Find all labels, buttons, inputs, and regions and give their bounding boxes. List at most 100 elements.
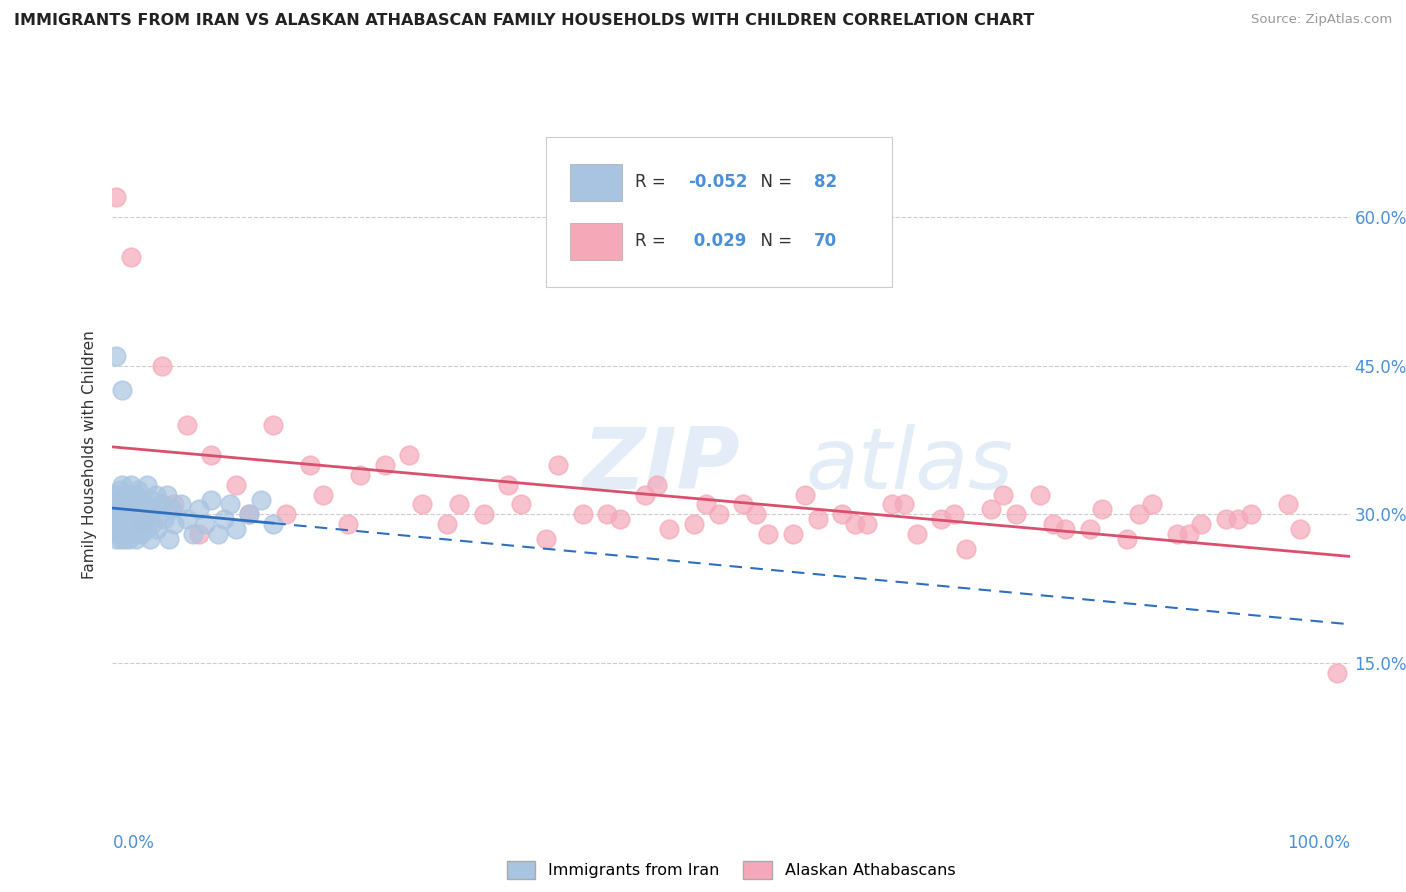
Point bbox=[176, 512, 198, 526]
Point bbox=[114, 487, 136, 501]
Point bbox=[107, 492, 129, 507]
Point bbox=[114, 532, 136, 546]
Point bbox=[645, 477, 668, 491]
Point bbox=[148, 508, 170, 522]
Point bbox=[112, 498, 135, 512]
Point bbox=[111, 477, 134, 491]
Point bbox=[107, 517, 129, 532]
Point bbox=[1178, 527, 1201, 541]
Point bbox=[125, 532, 148, 546]
Point bbox=[856, 517, 879, 532]
Point bbox=[121, 512, 143, 526]
Point bbox=[117, 487, 139, 501]
Point bbox=[128, 517, 150, 532]
Point bbox=[683, 517, 706, 532]
Point bbox=[194, 517, 217, 532]
Point bbox=[108, 483, 131, 497]
Point bbox=[188, 502, 211, 516]
Point bbox=[336, 517, 359, 532]
Text: ZIP: ZIP bbox=[582, 424, 741, 508]
Point bbox=[105, 487, 128, 501]
Point bbox=[114, 512, 136, 526]
Point bbox=[127, 483, 149, 497]
Point bbox=[1116, 532, 1139, 546]
Point bbox=[176, 418, 198, 433]
Point bbox=[125, 512, 148, 526]
Point bbox=[472, 508, 495, 522]
Point bbox=[1128, 508, 1150, 522]
Point bbox=[274, 508, 297, 522]
Text: -0.052: -0.052 bbox=[688, 173, 747, 191]
Point bbox=[782, 527, 804, 541]
Point bbox=[105, 508, 128, 522]
Point bbox=[146, 522, 169, 536]
Point bbox=[131, 502, 153, 516]
Point bbox=[200, 492, 222, 507]
Point bbox=[1140, 498, 1163, 512]
Point bbox=[756, 527, 779, 541]
Point bbox=[103, 512, 125, 526]
Point bbox=[844, 517, 866, 532]
Point bbox=[349, 467, 371, 482]
Point bbox=[118, 498, 141, 512]
Point bbox=[262, 418, 284, 433]
Point bbox=[150, 359, 173, 373]
Point bbox=[120, 508, 142, 522]
Point bbox=[807, 512, 830, 526]
Point bbox=[1189, 517, 1212, 532]
Point bbox=[745, 508, 768, 522]
Point bbox=[534, 532, 557, 546]
Point bbox=[1166, 527, 1188, 541]
Point bbox=[398, 448, 420, 462]
Point bbox=[104, 522, 127, 536]
Point bbox=[124, 517, 146, 532]
Point bbox=[110, 532, 132, 546]
Point bbox=[1289, 522, 1312, 536]
Point bbox=[658, 522, 681, 536]
Point bbox=[117, 508, 139, 522]
Point bbox=[132, 512, 155, 526]
Point bbox=[1054, 522, 1077, 536]
Point bbox=[111, 512, 134, 526]
Point bbox=[880, 498, 903, 512]
Point bbox=[1078, 522, 1101, 536]
Point bbox=[105, 532, 128, 546]
Point bbox=[117, 512, 139, 526]
Point bbox=[117, 532, 139, 546]
FancyBboxPatch shape bbox=[546, 137, 891, 287]
Text: N =: N = bbox=[749, 232, 797, 250]
Point bbox=[107, 498, 129, 512]
Point bbox=[596, 508, 619, 522]
Point bbox=[905, 527, 928, 541]
Point bbox=[181, 527, 204, 541]
Point bbox=[107, 512, 129, 526]
Point bbox=[136, 477, 159, 491]
Point bbox=[695, 498, 717, 512]
Point bbox=[299, 458, 322, 472]
Point bbox=[150, 498, 173, 512]
Point bbox=[955, 542, 977, 557]
Point bbox=[262, 517, 284, 532]
Point bbox=[127, 498, 149, 512]
Point bbox=[893, 498, 915, 512]
Point bbox=[312, 487, 335, 501]
Point bbox=[225, 477, 247, 491]
Point bbox=[609, 512, 631, 526]
Point bbox=[115, 498, 138, 512]
Point bbox=[831, 508, 853, 522]
Point bbox=[993, 487, 1015, 501]
Point bbox=[120, 477, 142, 491]
Point bbox=[110, 492, 132, 507]
Legend: Immigrants from Iran, Alaskan Athabascans: Immigrants from Iran, Alaskan Athabascan… bbox=[501, 855, 962, 886]
Text: 0.0%: 0.0% bbox=[112, 834, 155, 852]
Point bbox=[547, 458, 569, 472]
Point bbox=[942, 508, 965, 522]
Point bbox=[238, 508, 260, 522]
Point bbox=[498, 477, 520, 491]
Point bbox=[1004, 508, 1026, 522]
Point bbox=[127, 522, 149, 536]
Point bbox=[169, 498, 191, 512]
Point bbox=[794, 487, 817, 501]
Point bbox=[145, 487, 167, 501]
Point bbox=[1277, 498, 1299, 512]
